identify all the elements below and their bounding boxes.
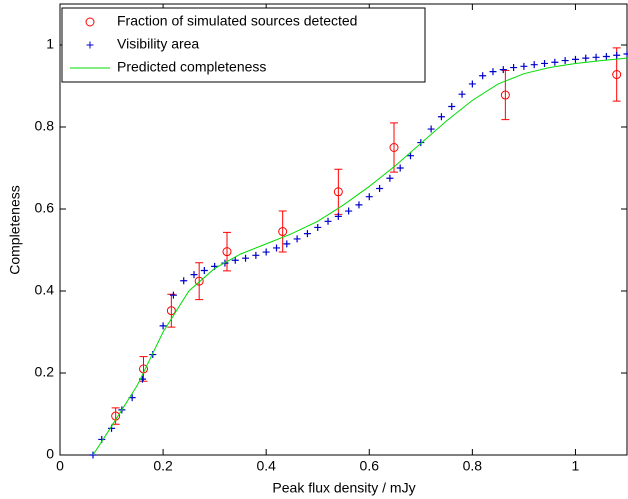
data-point — [231, 256, 239, 264]
y-tick-label: 0.4 — [35, 282, 55, 298]
error-bar — [390, 122, 399, 173]
data-point — [376, 185, 384, 192]
data-point — [489, 68, 497, 76]
data-point — [520, 62, 528, 70]
legend-label: Predicted completeness — [117, 59, 266, 75]
data-point — [500, 90, 510, 100]
data-point — [278, 227, 288, 237]
x-axis-label: Peak flux density / mJy — [272, 480, 415, 496]
data-point — [389, 143, 399, 152]
data-point — [180, 277, 188, 285]
data-point — [541, 59, 549, 67]
error-bar — [223, 231, 232, 272]
data-point — [571, 55, 579, 63]
y-tick-label: 0.2 — [35, 364, 55, 380]
data-point — [458, 90, 466, 98]
error-bar — [139, 356, 148, 382]
data-point — [396, 164, 404, 172]
error-bar — [195, 262, 204, 301]
legend-label: Visibility area — [117, 36, 199, 52]
legend-swatch — [86, 41, 94, 49]
data-point — [592, 53, 600, 61]
data-point — [272, 244, 280, 252]
data-point — [612, 70, 622, 80]
y-tick-label: 0.6 — [35, 200, 55, 216]
data-point — [551, 58, 559, 66]
data-point — [334, 212, 342, 220]
data-point — [355, 201, 363, 209]
data-point — [582, 54, 590, 62]
data-point — [417, 139, 425, 147]
data-point — [324, 217, 332, 225]
data-point — [386, 174, 394, 182]
data-point — [530, 61, 538, 69]
data-point — [222, 247, 232, 257]
data-point — [262, 248, 270, 256]
data-point — [194, 276, 204, 286]
error-bar — [167, 293, 176, 328]
y-tick-label: 0.8 — [35, 118, 55, 134]
legend-label: Fraction of simulated sources detected — [117, 13, 357, 29]
y-tick-label: 1 — [46, 36, 54, 52]
data-point — [252, 251, 260, 259]
data-point — [283, 240, 291, 248]
y-tick-label: 0 — [46, 446, 54, 462]
data-point — [169, 291, 177, 299]
data-point — [499, 66, 507, 74]
data-point — [561, 57, 569, 65]
data-point — [613, 51, 621, 59]
data-point — [365, 193, 373, 201]
data-point — [510, 64, 518, 72]
data-point — [166, 306, 176, 316]
data-point — [479, 72, 487, 80]
data-point — [303, 230, 311, 238]
legend-box — [61, 7, 426, 83]
data-point — [190, 271, 198, 279]
legend-swatch — [85, 17, 95, 27]
data-point — [448, 103, 456, 110]
error-bar — [278, 210, 287, 253]
x-tick-label: 0.4 — [256, 458, 276, 474]
x-tick-label: 0 — [56, 458, 64, 474]
data-point — [407, 152, 415, 160]
data-point — [437, 113, 445, 121]
curve — [92, 57, 628, 456]
data-point — [293, 235, 301, 243]
data-point — [200, 267, 208, 274]
x-tick-label: 0.2 — [153, 458, 173, 474]
error-bar — [501, 69, 510, 121]
data-point — [333, 187, 343, 197]
x-tick-label: 0.8 — [463, 458, 483, 474]
data-point — [602, 52, 610, 60]
x-tick-label: 1 — [572, 458, 580, 474]
data-point — [314, 223, 322, 231]
legend: Fraction of simulated sources detected Vi… — [61, 7, 426, 83]
data-point — [242, 254, 250, 262]
data-point — [427, 125, 435, 133]
y-axis-label: Completeness — [7, 185, 23, 275]
data-point — [159, 322, 167, 330]
data-point — [468, 80, 476, 88]
x-tick-label: 0.6 — [360, 458, 380, 474]
data-point — [623, 50, 628, 58]
data-point — [345, 207, 353, 215]
